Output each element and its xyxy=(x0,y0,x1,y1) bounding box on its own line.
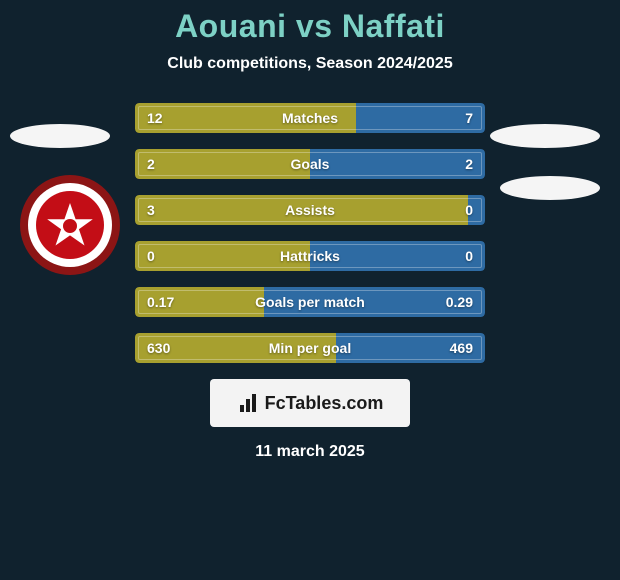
date-label: 11 march 2025 xyxy=(0,443,620,461)
source-badge-text: FcTables.com xyxy=(265,393,384,414)
stat-row: 30Assists xyxy=(135,195,485,225)
bar-chart-icon xyxy=(237,391,261,415)
club-badge: E·S·S xyxy=(20,170,120,280)
player-photo-placeholder-left xyxy=(10,124,110,148)
stat-label: Assists xyxy=(135,195,485,225)
stat-row: 22Goals xyxy=(135,149,485,179)
player-photo-placeholder-right-2 xyxy=(500,176,600,200)
star-icon xyxy=(46,201,94,249)
source-badge: FcTables.com xyxy=(210,379,410,427)
club-badge-label: E·S·S xyxy=(57,184,83,193)
subtitle: Club competitions, Season 2024/2025 xyxy=(0,55,620,73)
stat-label: Goals per match xyxy=(135,287,485,317)
stat-label: Goals xyxy=(135,149,485,179)
stat-row: 630469Min per goal xyxy=(135,333,485,363)
page-title: Aouani vs Naffati xyxy=(0,8,620,45)
stat-row: 0.170.29Goals per match xyxy=(135,287,485,317)
stat-label: Matches xyxy=(135,103,485,133)
comparison-infographic: Aouani vs Naffati Club competitions, Sea… xyxy=(0,0,620,580)
stat-label: Min per goal xyxy=(135,333,485,363)
comparison-bars: 127Matches 22Goals 30Assists 00Hattricks 0.1… xyxy=(135,103,485,363)
player-photo-placeholder-right-1 xyxy=(490,124,600,148)
stat-label: Hattricks xyxy=(135,241,485,271)
stat-row: 00Hattricks xyxy=(135,241,485,271)
stat-row: 127Matches xyxy=(135,103,485,133)
